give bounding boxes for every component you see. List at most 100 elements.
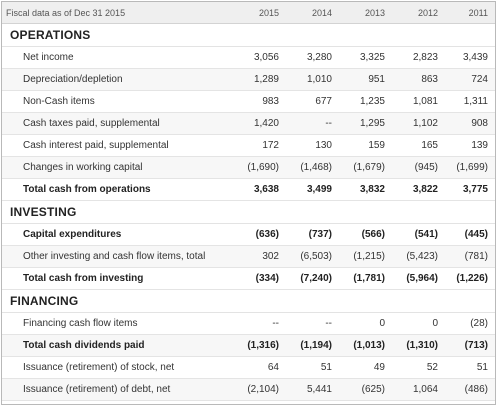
row-value: -- [272,318,279,329]
row-value: 52 [426,362,438,373]
table-row: Other investing and cash flow items, tot… [2,246,495,268]
cash-flow-table: Fiscal data as of Dec 31 2015 2015 2014 … [1,1,496,405]
table-body: OPERATIONS Net income 3,056 3,280 3,325 2,823… [2,24,495,404]
table-row: Financing cash flow items -- -- 0 0 (28) [2,313,495,335]
row-value: 863 [421,74,438,85]
row-label: Capital expenditures [23,229,122,240]
section-heading: INVESTING [2,201,495,224]
row-value: 172 [262,140,279,151]
row-label: Issuance (retirement) of stock, net [23,362,175,373]
row-value: 51 [476,362,488,373]
row-value: (1,781) [353,273,385,284]
row-value: 3,325 [359,52,385,63]
row-value: 724 [471,74,488,85]
row-value: 3,638 [253,184,279,195]
table-row: Issuance (retirement) of stock, net 64 51 4… [2,357,495,379]
row-value: 1,064 [412,384,438,395]
row-label: Net income [23,52,74,63]
table-row: Issuance (retirement) of debt, net (2,104… [2,379,495,401]
row-value: (1,468) [300,162,332,173]
row-value: 677 [315,96,332,107]
row-value: 1,311 [463,96,488,107]
row-value: (1,699) [456,162,488,173]
row-label: Cash taxes paid, supplemental [23,118,160,129]
row-value: (1,194) [300,340,332,351]
row-value: (1,215) [353,251,385,262]
row-value: 951 [368,74,385,85]
row-value: 1,081 [412,96,438,107]
year-header-2013: 2013 [364,7,385,18]
table-row: Net income 3,056 3,280 3,325 2,823 3,439 [2,47,495,69]
row-value: (486) [464,384,488,395]
row-value: (1,226) [456,273,488,284]
row-label: Other investing and cash flow items, tot… [23,251,206,262]
row-value: 1,289 [253,74,279,85]
row-value: 1,010 [306,74,332,85]
table-row: Changes in working capital (1,690) (1,468)… [2,157,495,179]
row-value: 64 [267,362,279,373]
row-label: Cash interest paid, supplemental [23,140,169,151]
row-value: (781) [464,251,488,262]
row-value: 49 [373,362,385,373]
table-row: Capital expenditures (636) (737) (566) (541)… [2,224,495,246]
row-value: 3,832 [359,184,385,195]
row-value: 159 [368,140,385,151]
row-value: 0 [432,318,438,329]
row-value: (541) [414,229,438,240]
row-value: (636) [255,229,279,240]
row-value: 908 [471,118,488,129]
row-label: Total cash from operations [23,184,151,195]
row-value: (713) [464,340,488,351]
table-row: Cash taxes paid, supplemental 1,420 -- 1,29… [2,113,495,135]
row-value: 3,775 [462,184,488,195]
table-row: Non-Cash items 983 677 1,235 1,081 1,311 [2,91,495,113]
row-value: -- [325,318,332,329]
row-value: 130 [315,140,332,151]
row-value: 51 [320,362,332,373]
row-value: (2,104) [247,384,279,395]
row-value: (625) [361,384,385,395]
row-value: (1,316) [247,340,279,351]
table-row: Total cash dividends paid (1,316) (1,194) (… [2,335,495,357]
row-value: (945) [414,162,438,173]
row-value: (566) [361,229,385,240]
table-row: Depreciation/depletion 1,289 1,010 951 863 72… [2,69,495,91]
row-value: (445) [464,229,488,240]
row-value: 302 [262,251,279,262]
row-value: 3,056 [253,52,279,63]
row-value: (1,310) [406,340,438,351]
row-value: (1,690) [247,162,279,173]
row-value: -- [325,118,332,129]
section-heading: OPERATIONS [2,24,495,47]
row-value: 1,235 [359,96,385,107]
row-value: (737) [308,229,332,240]
section-heading: FINANCING [2,290,495,313]
row-value: (334) [255,273,279,284]
row-label: Depreciation/depletion [23,74,123,85]
year-header-2011: 2011 [468,7,488,18]
row-value: 3,822 [412,184,438,195]
row-value: (1,679) [353,162,385,173]
row-value: 983 [262,96,279,107]
row-value: (5,423) [406,251,438,262]
year-header-2012: 2012 [417,7,438,18]
row-value: 1,295 [359,118,385,129]
table-row: Cash interest paid, supplemental 172 130 15… [2,135,495,157]
row-value: 1,102 [412,118,438,129]
table-row: Total cash from operations 3,638 3,499 3,83… [2,179,495,201]
year-header-2015: 2015 [258,7,279,18]
row-label: Non-Cash items [23,96,95,107]
row-value: (1,013) [353,340,385,351]
row-value: (7,240) [300,273,332,284]
row-value: (5,964) [406,273,438,284]
row-value: 2,823 [412,52,438,63]
row-value: 1,420 [253,118,279,129]
row-label: Issuance (retirement) of debt, net [23,384,171,395]
table-row: Total cash from financing(3,356)4,298(1,… [2,401,495,404]
table-row: Total cash from investing (334) (7,240) (1,… [2,268,495,290]
row-value: 3,499 [306,184,332,195]
row-value: 5,441 [306,384,332,395]
year-header-2014: 2014 [311,7,332,18]
row-label: Total cash from investing [23,273,144,284]
row-value: (28) [470,318,488,329]
